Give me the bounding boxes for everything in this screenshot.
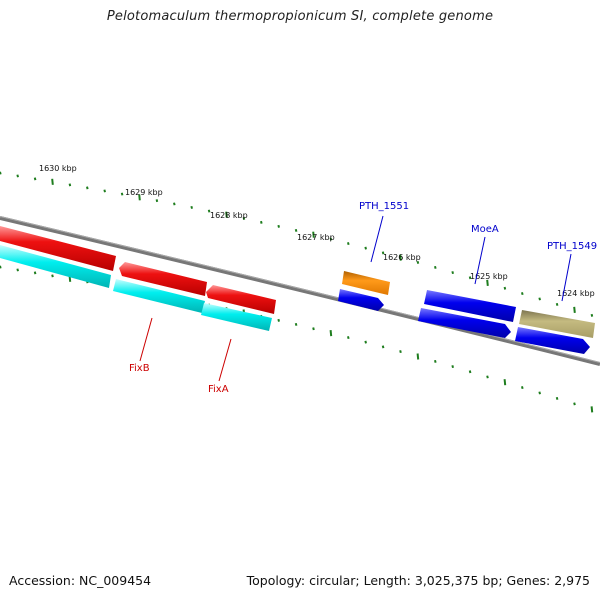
gene-label-fixa[interactable]: FixA	[208, 384, 229, 395]
outer-minor-tick	[468, 276, 472, 280]
outer-minor-tick	[242, 216, 246, 220]
kbp-label-1626: 1626 kbp	[383, 253, 421, 262]
outer-major-tick	[486, 279, 489, 286]
inner-minor-tick	[294, 322, 298, 326]
outer-minor-tick	[294, 228, 298, 232]
gene-label-pth1551[interactable]: PTH_1551	[359, 201, 409, 212]
leader-moea	[474, 236, 486, 285]
inner-minor-tick	[277, 318, 280, 322]
kbp-label-1629: 1629 kbp	[125, 188, 163, 197]
outer-minor-tick	[190, 205, 193, 209]
kbp-labels: 1630 kbp 1629 kbp 1628 kbp 1627 kbp 1626…	[39, 164, 595, 298]
inner-minor-tick	[538, 391, 541, 395]
gene-label-pth1549[interactable]: PTH_1549	[547, 241, 597, 252]
outer-minor-tick	[381, 251, 385, 255]
outer-minor-tick	[173, 202, 176, 206]
outer-minor-tick	[538, 297, 541, 301]
outer-minor-tick	[68, 183, 72, 187]
accession-text: Accession: NC_009454	[9, 573, 152, 588]
leader-fixa	[218, 338, 232, 382]
inner-minor-tick	[399, 350, 402, 354]
genome-backbone	[0, 216, 600, 366]
outer-minor-tick	[329, 237, 333, 241]
outer-minor-tick	[103, 189, 106, 193]
outer-major-tick	[399, 254, 402, 261]
gene-bar-cyan-1[interactable]	[0, 245, 111, 288]
gene-arrow-red-2-fixb[interactable]	[119, 262, 207, 296]
outer-minor-tick	[590, 313, 594, 317]
gene-bar-cyan-2[interactable]	[113, 279, 205, 313]
inner-minor-tick	[33, 271, 37, 275]
outer-major-tick	[225, 211, 228, 218]
outer-minor-tick	[521, 292, 524, 296]
gene-arrow-red-3-fixa[interactable]	[206, 285, 276, 314]
inner-minor-tick	[573, 402, 576, 406]
outer-minor-tick	[434, 265, 437, 269]
inner-minor-tick	[555, 396, 559, 400]
outer-minor-tick	[347, 242, 350, 246]
outer-minor-tick	[155, 199, 159, 203]
inner-major-tick	[503, 379, 507, 386]
inner-minor-tick	[468, 370, 472, 374]
inner-major-tick	[590, 406, 594, 413]
kbp-label-1628: 1628 kbp	[210, 211, 248, 220]
leader-pth1549	[561, 253, 572, 302]
inner-minor-tick	[381, 345, 385, 349]
inner-minor-tick	[16, 268, 19, 272]
leader-fixb	[139, 317, 153, 362]
inner-minor-tick	[0, 265, 2, 269]
gene-bar-blue-moea[interactable]	[424, 290, 516, 322]
outer-major-tick	[138, 194, 141, 201]
outer-minor-tick	[451, 271, 454, 275]
kbp-label-1625: 1625 kbp	[470, 272, 508, 281]
label-leaders	[139, 215, 572, 382]
outer-minor-tick	[416, 260, 420, 264]
inner-minor-tick	[434, 359, 437, 363]
inner-minor-tick	[312, 327, 315, 331]
gene-label-moea[interactable]: MoeA	[471, 224, 499, 235]
kbp-label-1627: 1627 kbp	[297, 233, 335, 242]
outer-minor-tick	[277, 224, 280, 228]
inner-minor-tick	[364, 340, 367, 344]
outer-major-tick	[51, 178, 54, 185]
inner-minor-tick	[347, 336, 350, 340]
outer-minor-tick	[120, 192, 124, 196]
gene-arrow-blue-2[interactable]	[418, 308, 511, 338]
outer-minor-tick	[207, 209, 211, 213]
outer-major-tick	[573, 306, 576, 313]
outer-minor-tick	[555, 302, 559, 306]
topology-text: Topology: circular; Length: 3,025,375 bp…	[246, 573, 590, 588]
gene-label-fixb[interactable]: FixB	[129, 363, 150, 374]
outer-minor-tick	[260, 220, 263, 224]
inner-minor-tick	[51, 274, 54, 278]
inner-minor-tick	[451, 365, 454, 369]
inner-major-tick	[329, 330, 333, 337]
outer-tick-ring	[0, 171, 594, 317]
gene-bar-orange-pth1551[interactable]	[342, 271, 390, 295]
outer-minor-tick	[364, 246, 367, 250]
map-title: Pelotomaculum thermopropionicum SI, comp…	[106, 9, 494, 24]
outer-major-tick	[312, 231, 315, 238]
inner-minor-tick	[486, 375, 489, 379]
outer-minor-tick	[86, 186, 89, 190]
outer-minor-tick	[16, 174, 19, 178]
leader-pth1551	[370, 215, 384, 263]
gene-arrow-blue-1[interactable]	[338, 289, 384, 311]
kbp-label-1630: 1630 kbp	[39, 164, 77, 173]
outer-minor-tick	[503, 286, 507, 290]
kbp-label-1624: 1624 kbp	[557, 289, 595, 298]
gene-arrow-red-1[interactable]	[0, 226, 116, 271]
outer-minor-tick	[33, 177, 37, 181]
inner-major-tick	[416, 353, 420, 360]
outer-minor-tick	[0, 171, 2, 175]
gene-bar-cyan-3[interactable]	[201, 303, 272, 331]
gene-features	[0, 226, 595, 354]
gene-arrow-blue-3[interactable]	[515, 327, 590, 354]
inner-minor-tick	[521, 386, 524, 390]
gene-bar-khaki-pth1549[interactable]	[519, 310, 595, 338]
gene-labels: PTH_1551 MoeA PTH_1549 FixB FixA	[129, 201, 597, 395]
